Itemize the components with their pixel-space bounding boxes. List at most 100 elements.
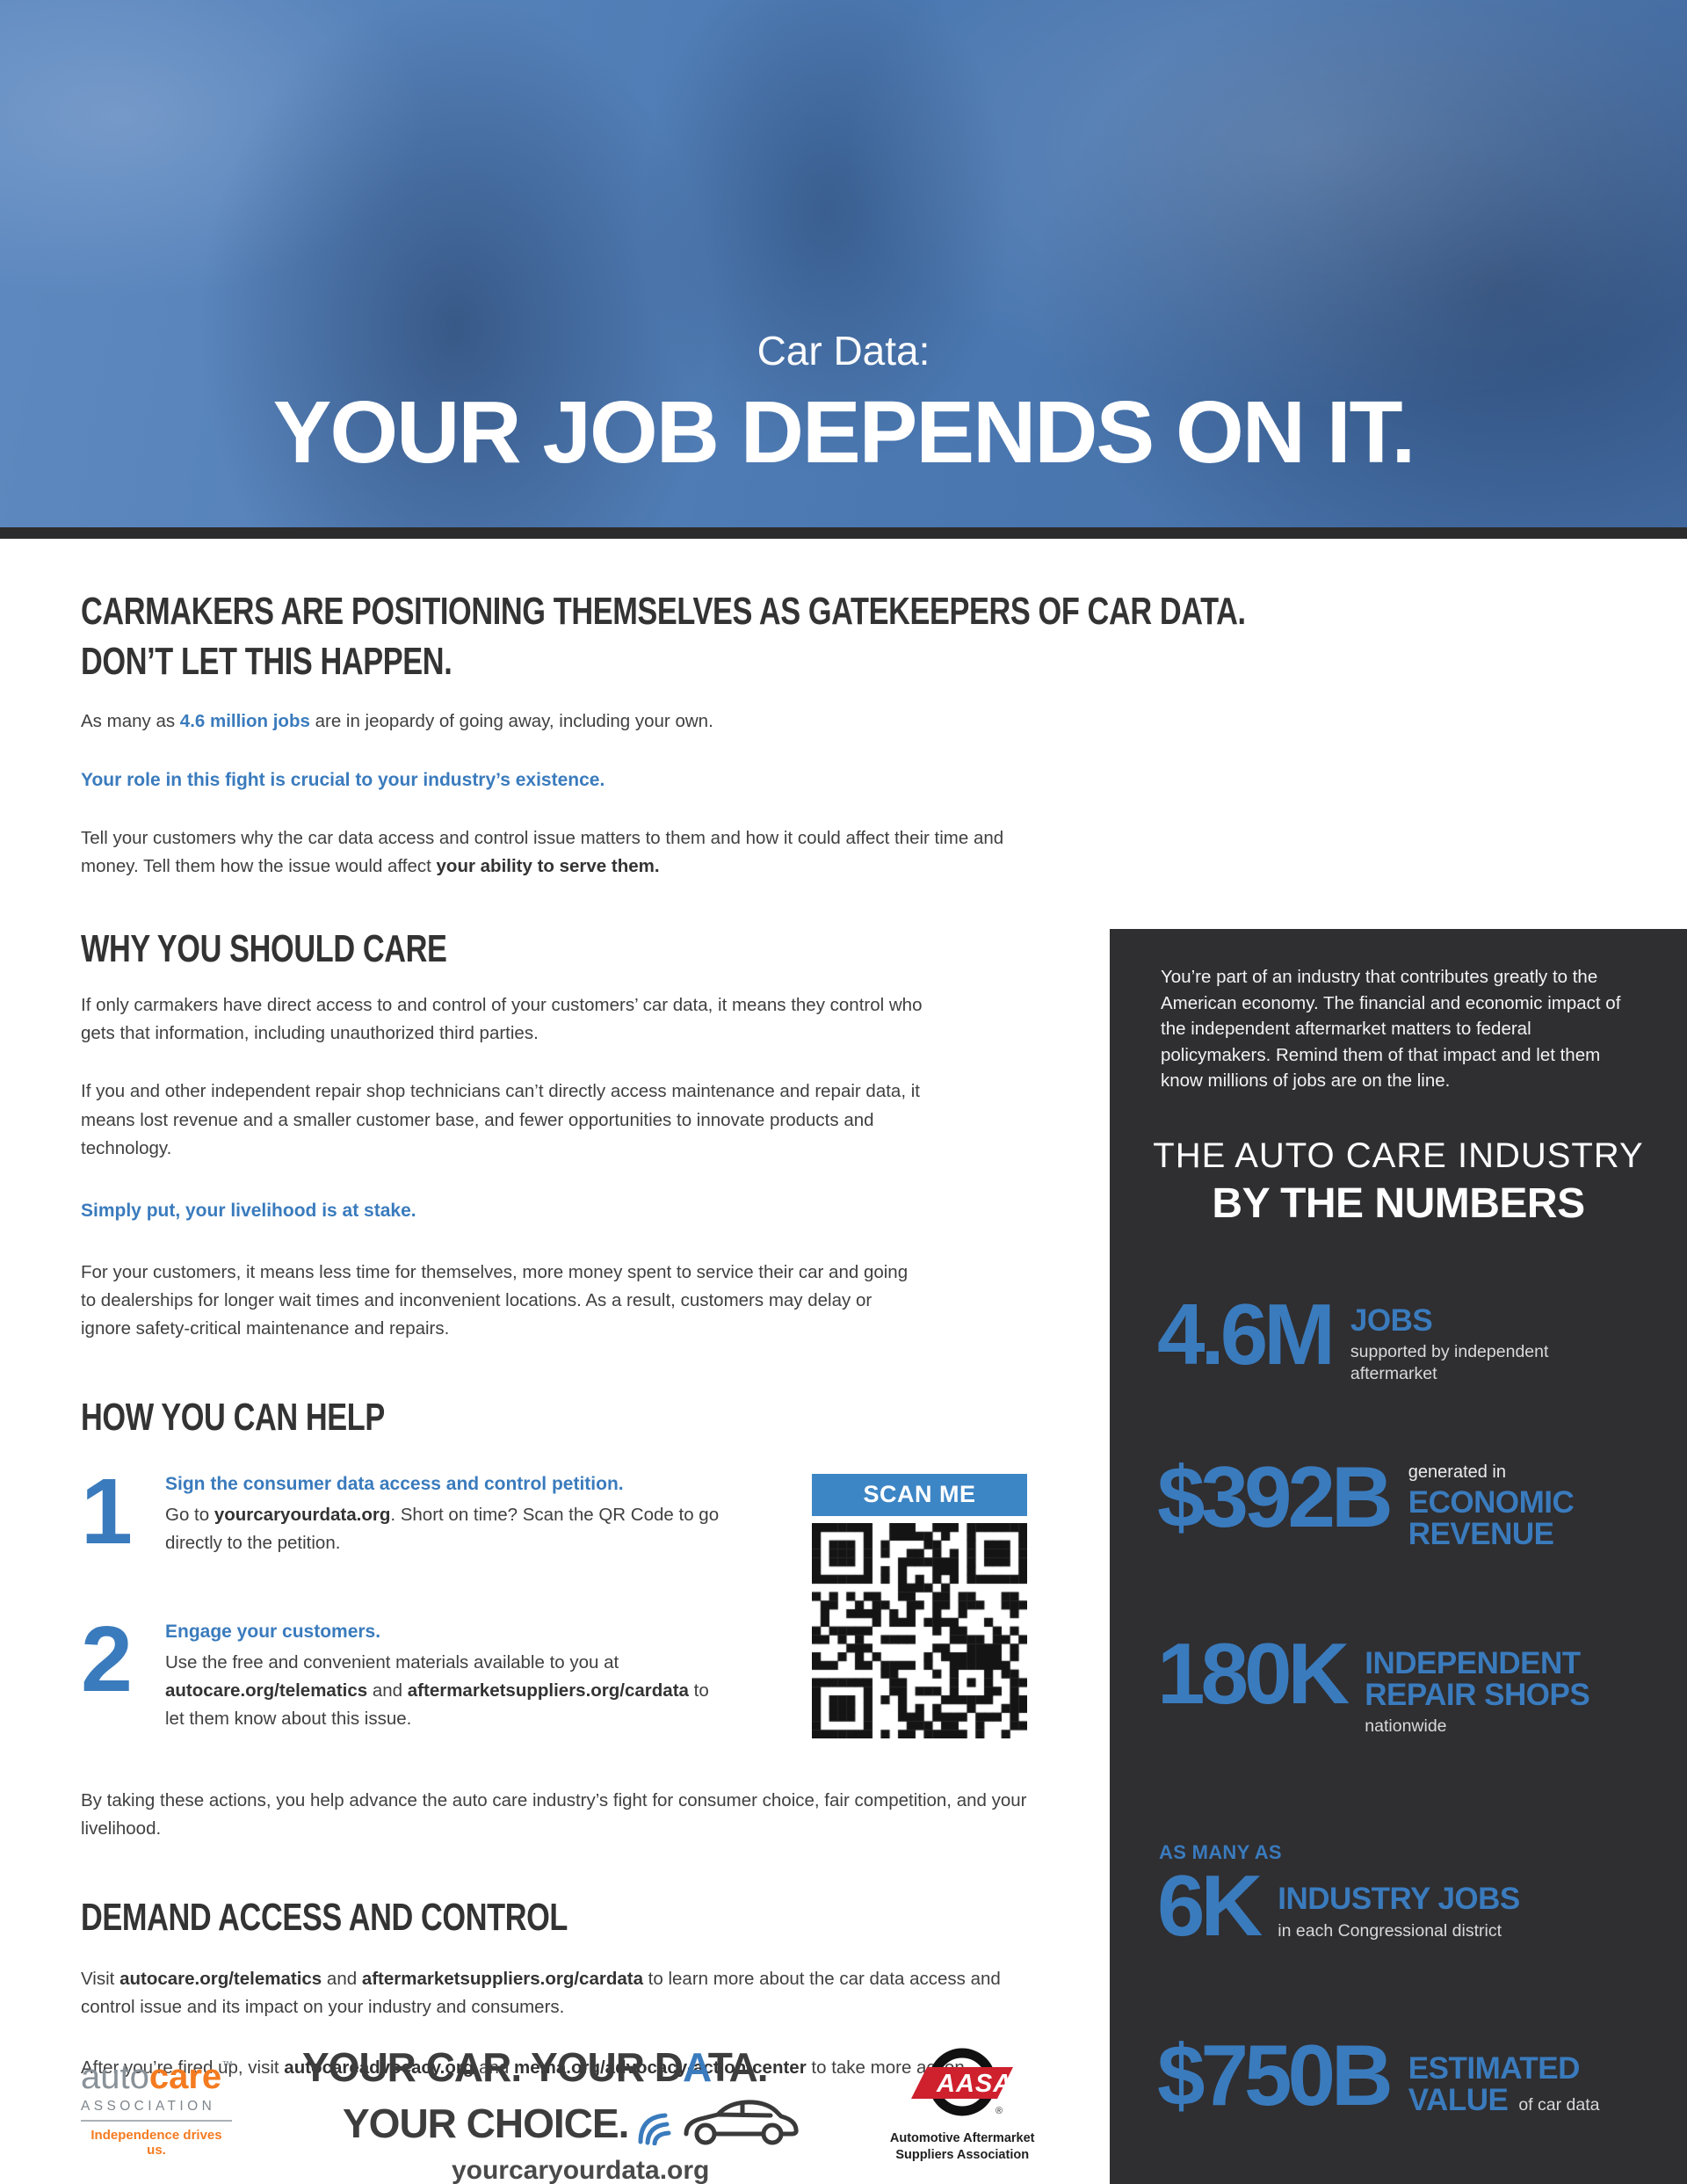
why-statement: Simply put, your livelihood is at stake.: [81, 1200, 416, 1221]
text-segment: to learn more about the car data access …: [81, 1968, 1001, 2018]
intro-tell-paragraph: Tell your customers why the car data acc…: [81, 824, 1052, 882]
step-1-lead: Sign the consumer data access and contro…: [165, 1473, 624, 1494]
trademark-symbol: ™: [221, 2058, 234, 2072]
text-segment: Tell your customers why the car data acc…: [81, 827, 1004, 877]
autocare-wordmark: autocare™: [81, 2057, 234, 2096]
ycyd-url[interactable]: yourcaryourdata.org: [451, 2156, 710, 2184]
stat-label: INDEPENDENT: [1365, 1645, 1581, 1680]
divider-bar: [0, 527, 1687, 539]
intro-jobs-paragraph: As many as 4.6 million jobs are in jeopa…: [81, 707, 1052, 736]
url-aftermarketsuppliers[interactable]: aftermarketsuppliers.org/cardata: [407, 1680, 689, 1701]
scan-me-banner: SCAN ME: [812, 1473, 1027, 1516]
text-segment: After you’re fired up, visit: [81, 2057, 285, 2078]
stat-value: 6K: [1157, 1857, 1263, 1955]
stat-side: INDUSTRY JOBS in each Congressional dist…: [1278, 1871, 1520, 1941]
qr-panel: SCAN ME: [812, 1473, 1027, 1738]
sidebar-intro: You’re part of an industry that contribu…: [1161, 967, 1621, 1092]
step-2-text: Engage your customers. Use the free and …: [165, 1622, 733, 1734]
wifi-signal-icon: [638, 2113, 671, 2145]
stat-value: $392B: [1157, 1448, 1394, 1545]
url-mema-advocacy[interactable]: mema.org/advocacy-action-center: [514, 2057, 807, 2078]
hero-title: YOUR JOB DEPENDS ON IT.: [272, 383, 1416, 482]
sidebar-title-line2: BY THE NUMBERS: [1212, 1179, 1585, 1227]
stat-label: JOBS: [1350, 1302, 1433, 1338]
intro-statement: Your role in this fight is crucial to yo…: [81, 769, 605, 790]
why-paragraph-2: If you and other independent repair shop…: [81, 1081, 920, 1159]
stat-value: 180K: [1157, 1624, 1350, 1722]
yourcaryourdata-logo: YOUR CAR. YOUR DATA. YOUR CHOICE.: [302, 2047, 800, 2184]
why-paragraph-3: For your customers, it means less time f…: [81, 1261, 909, 1339]
step-1-number: 1: [81, 1459, 133, 1564]
stat-sub: in each Congressional district: [1278, 1920, 1502, 1941]
aasa-name-line2: Suppliers Association: [895, 2147, 1030, 2162]
text-segment: and: [474, 2057, 515, 2078]
stat-side: JOBS supported by independent aftermarke…: [1350, 1300, 1614, 1385]
aasa-name-line1: Automotive Aftermarket: [889, 2131, 1035, 2145]
car-icon: [684, 2100, 800, 2145]
text-segment: Visit: [81, 1968, 120, 1989]
step-2-body: Use the free and convenient materials av…: [165, 1649, 733, 1734]
autocare-tagline: Independence drives us.: [91, 2128, 222, 2158]
stat-jobs: 4.6M JOBS supported by independent after…: [1110, 1285, 1687, 1385]
sidebar-title-line1: THE AUTO CARE INDUSTRY: [1153, 1136, 1644, 1175]
how-heading: HOW YOU CAN HELP: [81, 1395, 385, 1439]
steps-list: 1 Sign the consumer data access and cont…: [81, 1459, 733, 1738]
stat-sub: nationwide: [1365, 1716, 1447, 1737]
footer-logos: autocare™ ASSOCIATION Independence drive…: [81, 2047, 1048, 2184]
demand-heading: DEMAND ACCESS AND CONTROL: [81, 1895, 568, 1939]
stat-side: INDEPENDENT REPAIR SHOPS nationwide: [1365, 1639, 1589, 1738]
stat-pre: generated in: [1408, 1462, 1506, 1482]
stat-side: ESTIMATED VALUE of car data: [1408, 2041, 1600, 2117]
url-autocare-telematics[interactable]: autocare.org/telematics: [119, 1968, 322, 1989]
url-autocareadvocacy[interactable]: autocareadvocacy.org: [284, 2057, 474, 2078]
url-yourcaryourdata[interactable]: yourcaryourdata.org: [214, 1504, 391, 1525]
url-aftermarketsuppliers[interactable]: aftermarketsuppliers.org/cardata: [361, 1968, 643, 1989]
intro-heading: CARMAKERS ARE POSITIONING THEMSELVES AS …: [81, 586, 1246, 686]
autocare-divider: [81, 2120, 232, 2122]
aasa-emblem-icon: AASA ®: [911, 2048, 1014, 2116]
stat-label: VALUE: [1408, 2083, 1509, 2118]
text-segment: to let them know about this issue.: [165, 1680, 709, 1730]
stat-pretop: AS MANY AS: [1159, 1841, 1282, 1864]
url-autocare-telematics[interactable]: autocare.org/telematics: [165, 1680, 368, 1701]
stat-economic-revenue: $392B generated in ECONOMIC REVENUE: [1110, 1448, 1687, 1551]
stat-label: REVENUE: [1408, 1517, 1554, 1552]
hero-text-block: Car Data: YOUR JOB DEPENDS ON IT.: [0, 327, 1687, 476]
how-closing-paragraph: By taking these actions, you help advanc…: [81, 1789, 1027, 1839]
aasa-logo: AASA ® Automotive Aftermarket Suppliers …: [876, 2047, 1048, 2164]
stat-row: 6K INDUSTRY JOBS in each Congressional d…: [1110, 1857, 1687, 1955]
text-segment: . Short on time? Scan the QR Code to go …: [165, 1504, 720, 1554]
autocare-association-logo: autocare™ ASSOCIATION Independence drive…: [81, 2057, 234, 2158]
stat-side: generated in ECONOMIC REVENUE: [1408, 1462, 1575, 1551]
why-paragraph-1: If only carmakers have direct access to …: [81, 994, 923, 1044]
hero-banner: Car Data: YOUR JOB DEPENDS ON IT.: [0, 0, 1687, 527]
how-steps-and-qr: 1 Sign the consumer data access and cont…: [81, 1459, 1052, 1738]
intro-heading-line1: CARMAKERS ARE POSITIONING THEMSELVES AS …: [81, 590, 1246, 633]
svg-text:AASA: AASA: [936, 2070, 1012, 2098]
jobs-count-highlight: 4.6 million jobs: [179, 711, 310, 732]
stat-label: INDUSTRY JOBS: [1278, 1882, 1520, 1917]
stat-label: REPAIR SHOPS: [1365, 1678, 1590, 1713]
text-segment: and: [367, 1680, 408, 1701]
text-segment: Use the free and convenient materials av…: [165, 1651, 619, 1672]
stat-sub: supported by independent aftermarket: [1350, 1341, 1549, 1383]
stat-repair-shops: 180K INDEPENDENT REPAIR SHOPS nationwide: [1110, 1624, 1687, 1738]
registered-symbol: ®: [996, 2106, 1003, 2116]
text-segment: As many as: [81, 711, 180, 732]
step-1-text: Sign the consumer data access and contro…: [165, 1474, 733, 1558]
stat-value: 4.6M: [1157, 1285, 1336, 1382]
autocare-association-label: ASSOCIATION: [81, 2099, 216, 2114]
ycyd-line2-row: YOUR CHOICE.: [302, 2093, 800, 2146]
stat-industry-jobs: AS MANY AS 6K INDUSTRY JOBS in each Cong…: [1110, 1841, 1687, 1955]
ycyd-line1: YOUR CAR. YOUR DATA.: [302, 2044, 768, 2090]
ycyd-line2: YOUR CHOICE.: [343, 2101, 629, 2146]
text-segment: Go to: [165, 1504, 214, 1525]
step-1: 1 Sign the consumer data access and cont…: [81, 1459, 733, 1564]
text-segment: are in jeopardy of going away, including…: [309, 711, 713, 732]
bold-segment: your ability to serve them.: [436, 856, 660, 877]
why-heading: WHY YOU SHOULD CARE: [81, 926, 447, 970]
by-the-numbers-sidebar: You’re part of an industry that contribu…: [1110, 929, 1687, 2184]
demand-visit-paragraph: Visit autocare.org/telematics and afterm…: [81, 1965, 1052, 2022]
main-content: CARMAKERS ARE POSITIONING THEMSELVES AS …: [0, 539, 1246, 2184]
